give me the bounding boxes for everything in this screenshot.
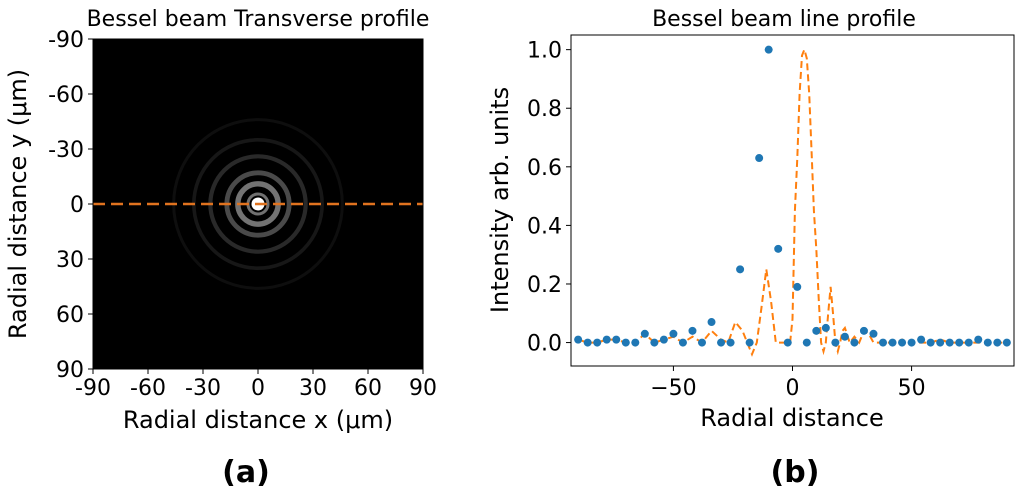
heat-y-tick-label: 0 xyxy=(70,193,84,218)
data-point xyxy=(802,338,811,347)
data-point xyxy=(888,338,897,347)
data-point xyxy=(745,338,754,347)
panel-label-a: (a) xyxy=(222,455,270,490)
data-point xyxy=(783,338,792,347)
data-point xyxy=(726,338,735,347)
data-point xyxy=(602,335,611,344)
heat-y-tick-label: 90 xyxy=(56,358,84,383)
data-point xyxy=(650,338,659,347)
line-y-tick-label: 0.2 xyxy=(527,273,562,298)
data-point xyxy=(688,326,697,335)
data-point xyxy=(593,338,602,347)
data-point xyxy=(669,329,678,338)
line-profile-x-axis-label: Radial distance xyxy=(700,404,883,432)
data-point xyxy=(879,338,888,347)
line-y-tick-label: 1.0 xyxy=(527,39,562,64)
heat-x-tick-label: -90 xyxy=(75,376,111,401)
data-point xyxy=(631,338,640,347)
line-x-tick-label: 0 xyxy=(786,376,800,401)
data-point xyxy=(936,338,945,347)
data-point xyxy=(917,335,926,344)
line-profile-dashed-series xyxy=(577,46,1007,357)
heat-y-tick-label: 30 xyxy=(56,248,84,273)
data-point xyxy=(755,154,764,163)
heat-y-tick-label: 60 xyxy=(56,303,84,328)
data-point xyxy=(945,338,954,347)
data-point xyxy=(774,244,783,253)
line-y-tick-label: 0.0 xyxy=(527,332,562,357)
data-point xyxy=(955,338,964,347)
data-point xyxy=(793,282,802,291)
heat-x-tick-label: 90 xyxy=(409,376,437,401)
data-point xyxy=(964,338,973,347)
data-point xyxy=(974,335,983,344)
data-point xyxy=(993,338,1002,347)
data-point xyxy=(850,338,859,347)
data-point xyxy=(764,45,773,54)
transverse-profile-panel: Bessel beam Transverse profile -90 -60 -30… xyxy=(4,7,437,434)
data-point xyxy=(659,335,668,344)
heat-x-tick-label: 60 xyxy=(354,376,382,401)
transverse-profile-title: Bessel beam Transverse profile xyxy=(87,7,430,32)
transverse-y-ticks: -90 -60 -30 0 30 60 90 xyxy=(48,28,93,383)
data-point xyxy=(612,335,621,344)
line-profile-y-axis-label: Intensity arb. units xyxy=(486,87,514,313)
data-point xyxy=(812,326,821,335)
heat-y-tick-label: -90 xyxy=(48,28,84,53)
heat-x-tick-label: -30 xyxy=(185,376,221,401)
transverse-x-ticks: -90 -60 -30 0 30 60 90 xyxy=(75,369,437,401)
data-point xyxy=(840,332,849,341)
heat-y-tick-label: -30 xyxy=(48,138,84,163)
data-point xyxy=(640,329,649,338)
data-point xyxy=(1002,338,1011,347)
line-profile-y-ticks: 0.0 0.2 0.4 0.6 0.8 1.0 xyxy=(527,39,571,357)
data-point xyxy=(821,323,830,332)
data-point xyxy=(926,338,935,347)
heat-y-tick-label: -60 xyxy=(48,83,84,108)
data-point xyxy=(678,338,687,347)
data-point xyxy=(621,338,630,347)
data-point xyxy=(859,326,868,335)
panel-label-b: (b) xyxy=(771,455,820,490)
line-profile-x-ticks: −50 0 50 xyxy=(650,366,926,401)
data-point xyxy=(707,318,716,327)
line-y-tick-label: 0.4 xyxy=(527,214,562,239)
data-point xyxy=(717,338,726,347)
transverse-x-axis-label: Radial distance x (μm) xyxy=(123,406,393,434)
data-point xyxy=(831,338,840,347)
line-profile-panel: Bessel beam line profile −50 0 50 0.00.20.… xyxy=(486,7,1015,432)
data-point xyxy=(574,335,583,344)
heat-x-tick-label: 30 xyxy=(299,376,327,401)
data-point xyxy=(869,329,878,338)
line-profile-markers xyxy=(574,45,1011,347)
data-point xyxy=(736,265,745,274)
line-x-tick-label: 50 xyxy=(898,376,926,401)
transverse-y-axis-label: Radial distance y (μm) xyxy=(4,69,32,339)
line-x-tick-label: −50 xyxy=(650,376,696,401)
line-profile-title: Bessel beam line profile xyxy=(652,7,916,32)
heat-x-tick-label: -60 xyxy=(130,376,166,401)
data-point xyxy=(583,338,592,347)
data-point xyxy=(983,338,992,347)
line-y-tick-label: 0.8 xyxy=(527,97,562,122)
data-point xyxy=(907,338,916,347)
data-point xyxy=(697,338,706,347)
data-point xyxy=(898,338,907,347)
heat-x-tick-label: 0 xyxy=(251,376,265,401)
line-y-tick-label: 0.6 xyxy=(527,156,562,181)
